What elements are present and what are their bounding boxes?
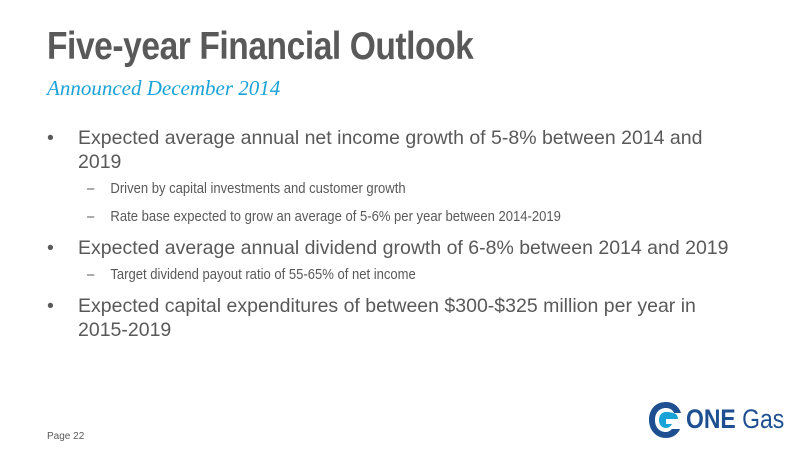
sub-bullet-item: – Target dividend payout ratio of 55-65% …: [78, 266, 680, 284]
sub-bullet-item: – Driven by capital investments and custo…: [78, 180, 680, 198]
bullet-marker: •: [47, 295, 54, 317]
sub-bullet-marker: –: [87, 181, 95, 197]
one-gas-swirl-icon: [649, 402, 681, 438]
slide-subtitle: Announced December 2014: [47, 76, 281, 100]
bullet-item: • Expected average annual dividend growt…: [47, 236, 747, 284]
sub-bullet-text: Driven by capital investments and custom…: [110, 181, 406, 197]
one-gas-logo: ONE Gas: [646, 398, 792, 442]
bullet-marker: •: [47, 127, 54, 149]
bullet-item: • Expected capital expenditures of betwe…: [47, 294, 747, 342]
sub-bullet-list: – Target dividend payout ratio of 55-65% …: [78, 266, 747, 284]
logo-brand-text: ONE: [686, 404, 736, 434]
sub-bullet-text: Target dividend payout ratio of 55-65% o…: [110, 267, 416, 283]
bullet-text: Expected average annual net income growt…: [78, 127, 703, 173]
sub-bullet-list: – Driven by capital investments and custo…: [78, 180, 747, 226]
bullet-marker: •: [47, 237, 54, 259]
bullet-item: • Expected average annual net income gro…: [47, 126, 747, 226]
sub-bullet-text: Rate base expected to grow an average of…: [110, 209, 561, 225]
bullet-text: Expected capital expenditures of between…: [78, 295, 696, 341]
bullet-list: • Expected average annual net income gro…: [47, 126, 747, 348]
bullet-text: Expected average annual dividend growth …: [78, 237, 729, 259]
sub-bullet-item: – Rate base expected to grow an average o…: [78, 208, 680, 226]
sub-bullet-marker: –: [87, 209, 95, 225]
page-number: Page 22: [47, 431, 85, 442]
logo-product-text: Gas: [742, 404, 785, 434]
slide-title: Five-year Financial Outlook: [47, 25, 474, 68]
sub-bullet-marker: –: [87, 267, 95, 283]
